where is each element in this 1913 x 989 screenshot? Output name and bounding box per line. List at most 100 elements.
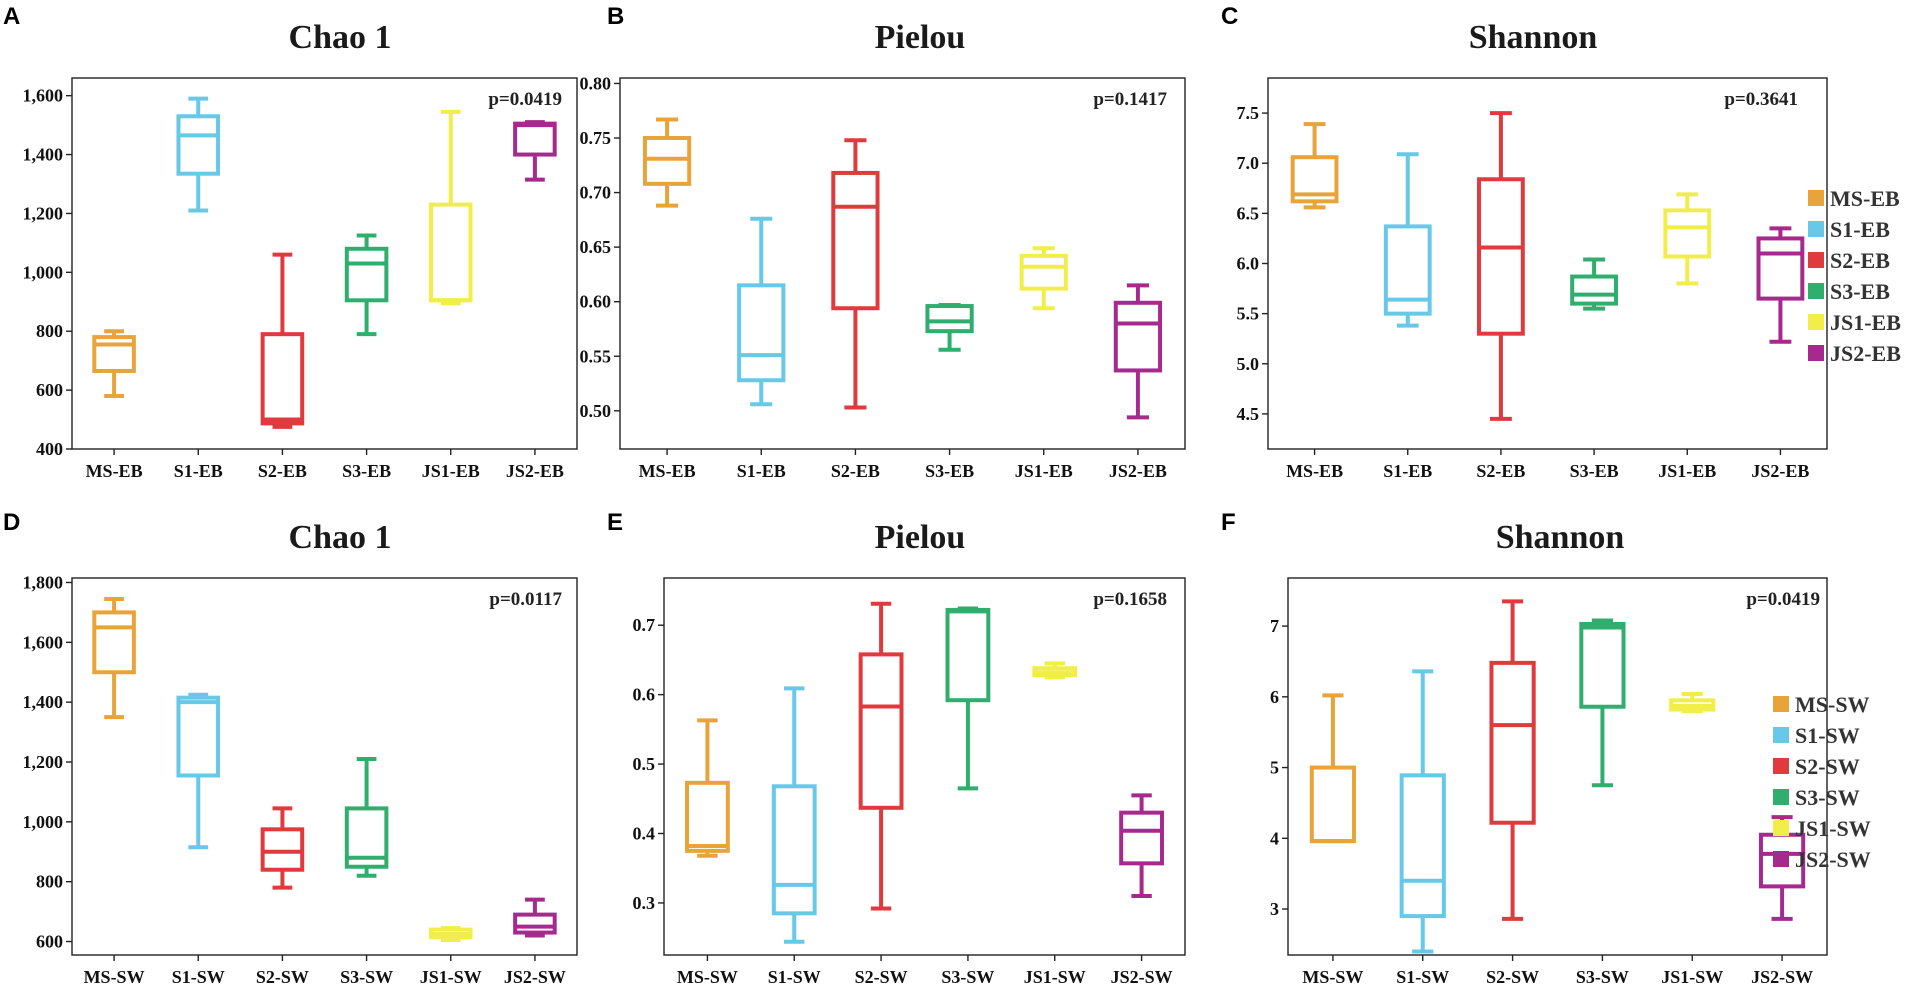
box-s2-sw [1489, 599, 1536, 921]
iqr-box [1119, 810, 1164, 866]
y-tick-label: 0.65 [580, 237, 612, 257]
iqr-box [1309, 765, 1357, 844]
x-tick-label: JS2-SW [1111, 967, 1173, 987]
box-ms-eb [92, 329, 136, 398]
legend-label: JS2-EB [1830, 341, 1901, 366]
iqr-box [260, 827, 305, 872]
x-tick-label: S3-SW [340, 967, 393, 987]
box-s1-sw [1399, 669, 1446, 954]
box-js1-eb [1663, 192, 1712, 286]
box-js2-eb [513, 120, 557, 182]
legend-label: JS1-SW [1795, 816, 1871, 841]
x-tick-label: S1-EB [1383, 461, 1432, 481]
box-js1-eb [1019, 246, 1068, 311]
x-tick-label: JS2-SW [504, 967, 566, 987]
box-ms-eb [642, 117, 692, 208]
legend-swatch [1808, 221, 1824, 237]
y-tick-label: 5.5 [1237, 304, 1260, 324]
iqr-box [1113, 300, 1163, 373]
x-tick-label: S3-SW [1576, 967, 1629, 987]
x-tick-label: S1-EB [737, 461, 786, 481]
p-value-label: p=0.0117 [489, 589, 562, 610]
panel-a: A Chao 1 400 600 800 1,000 1,200 1,400 1,600 MS-E… [3, 3, 578, 481]
box-ms-eb [1290, 122, 1339, 210]
p-value-label: p=0.0419 [488, 89, 562, 110]
chart-title: Chao 1 [289, 519, 392, 556]
legend-swatch [1808, 252, 1824, 268]
iqr-box [945, 607, 991, 703]
plot-frame [619, 77, 1186, 450]
iqr-box [1477, 177, 1525, 336]
chart-title: Chao 1 [289, 19, 392, 56]
iqr-box [1399, 773, 1446, 919]
y-tick-label: 1,200 [23, 203, 64, 223]
box-s3-sw [1579, 618, 1626, 788]
iqr-box [176, 695, 221, 778]
box-ms-sw [685, 718, 730, 858]
y-tick-label: 0.4 [633, 823, 656, 843]
x-tick-label: JS1-EB [1015, 461, 1073, 481]
y-tick-label: 800 [36, 872, 63, 892]
legend-swatch [1808, 190, 1824, 206]
p-value-label: p=0.1417 [1093, 89, 1167, 110]
legend-swatch [1773, 758, 1789, 774]
x-tick-label: JS2-EB [1751, 461, 1809, 481]
y-tick-label: 1,000 [23, 812, 64, 832]
legend-label: S3-SW [1795, 785, 1860, 810]
x-tick-label: JS1-EB [1658, 461, 1716, 481]
iqr-box [1579, 621, 1626, 709]
x-tick-label: S3-EB [1570, 461, 1619, 481]
x-tick-label: JS1-EB [422, 461, 480, 481]
y-tick-label: 0.75 [580, 128, 612, 148]
legend-label: S3-EB [1830, 279, 1890, 304]
x-tick-label: S3-EB [925, 461, 974, 481]
box-s3-sw [344, 757, 389, 878]
panel-f: F Shannon 3 4 5 6 7 MS-SW S1-SW S2-SW S3-SW JS1-SW J… [1221, 509, 1828, 987]
iqr-box [260, 332, 305, 426]
y-tick-label: 5.0 [1237, 354, 1260, 374]
box-s3-eb [925, 302, 974, 352]
y-tick-label: 800 [36, 321, 63, 341]
x-tick-label: S2-EB [831, 461, 880, 481]
x-tick-label: JS1-SW [1024, 967, 1086, 987]
x-tick-label: MS-EB [86, 461, 143, 481]
legend-swatch [1773, 789, 1789, 805]
x-tick-label: JS2-EB [506, 461, 564, 481]
x-tick-label: S1-SW [172, 967, 225, 987]
x-tick-label: JS2-SW [1751, 967, 1813, 987]
box-s2-eb [260, 252, 305, 429]
y-tick-label: 6 [1270, 687, 1279, 707]
chart-title: Shannon [1496, 519, 1625, 556]
y-tick-label: 0.55 [580, 346, 612, 366]
x-tick-label: JS1-SW [420, 967, 482, 987]
box-js2-sw [513, 897, 557, 938]
panel-letter: B [607, 3, 624, 30]
iqr-box [771, 784, 817, 916]
box-s3-eb [1570, 257, 1618, 311]
x-tick-label: S3-EB [342, 461, 391, 481]
plot-frame [1287, 577, 1828, 956]
iqr-box [925, 304, 974, 334]
x-tick-label: JS1-SW [1661, 967, 1723, 987]
box-ms-sw [92, 596, 136, 720]
legend-label: MS-EB [1830, 186, 1900, 211]
legend-label: S2-SW [1795, 754, 1860, 779]
box-js1-eb [428, 109, 473, 306]
chart-title: Shannon [1469, 19, 1598, 56]
p-value-label: p=0.0419 [1746, 589, 1820, 610]
chart-title: Pielou [875, 19, 966, 56]
iqr-box [1570, 274, 1618, 306]
iqr-box [1019, 253, 1068, 291]
legend-label: S1-SW [1795, 723, 1860, 748]
y-tick-label: 0.6 [633, 685, 656, 705]
legend-label: MS-SW [1795, 692, 1870, 717]
plot-frame [71, 577, 578, 956]
y-tick-label: 0.60 [580, 292, 612, 312]
box-js2-eb [1113, 283, 1163, 420]
plot-frame [1267, 77, 1828, 450]
panel-letter: E [607, 509, 623, 536]
y-tick-label: 0.5 [633, 754, 656, 774]
y-tick-label: 3 [1270, 899, 1279, 919]
iqr-box [642, 136, 692, 186]
